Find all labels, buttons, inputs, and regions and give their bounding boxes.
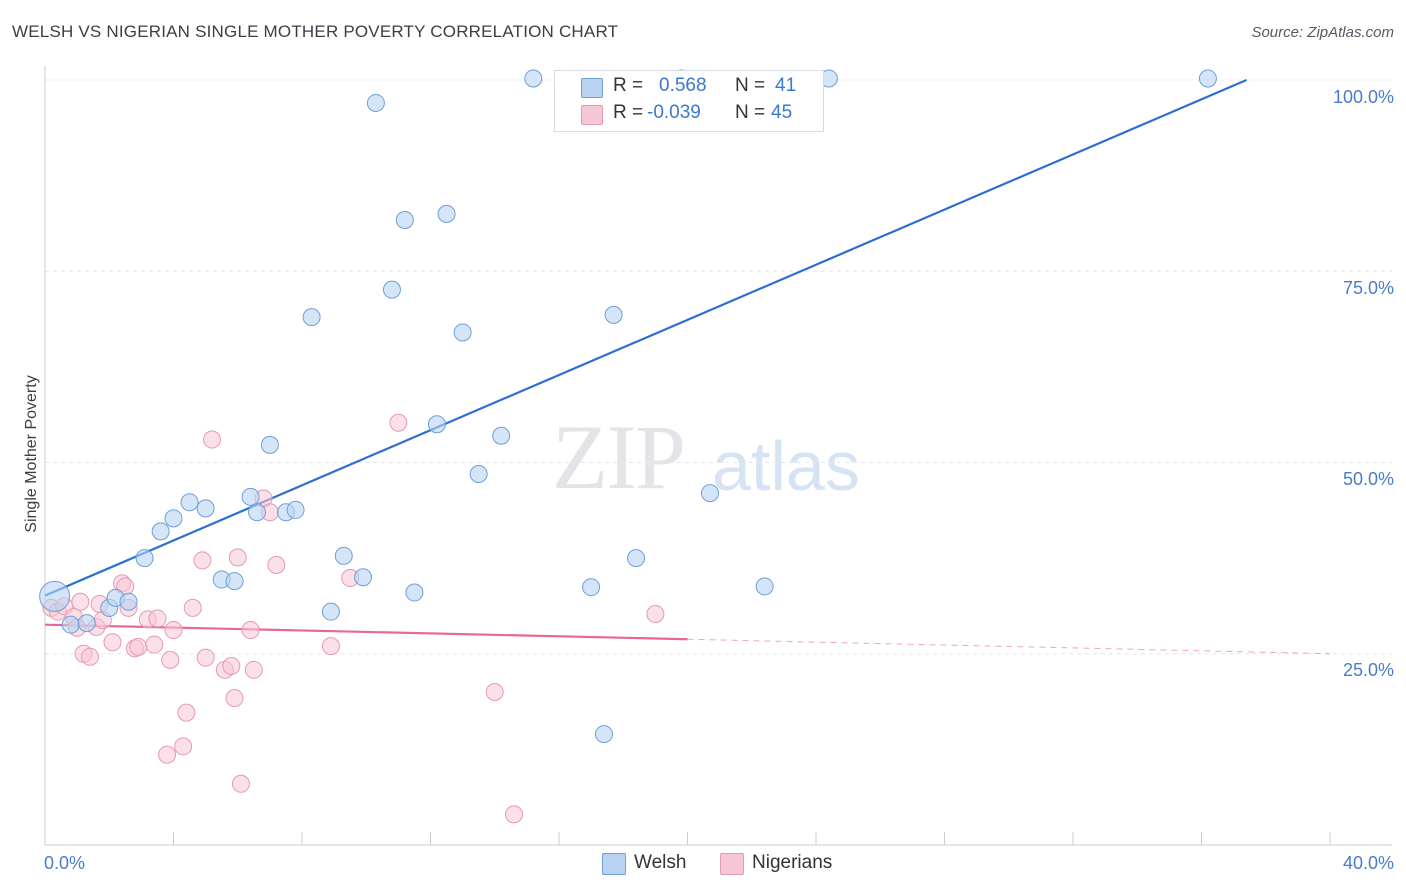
nigerians-point [177,703,196,722]
nigerians-point [225,689,244,708]
nigerians-point [103,633,122,652]
nigerians-point [228,548,247,567]
welsh-point [248,503,267,522]
welsh-point [151,522,170,541]
welsh-r-label: R = [613,75,644,96]
watermark-atlas: atlas [712,427,860,505]
nigerians-point [485,683,504,701]
welsh-point [61,615,80,634]
nigerians-point [203,430,222,449]
welsh-point [164,509,183,528]
watermark-zip: ZIP [552,406,686,508]
welsh-point [594,725,613,744]
x-tick-label-max: 40.0% [1342,853,1394,873]
nigerians-point [161,650,180,669]
nigerians-trend-extension [687,638,1331,655]
welsh-point [302,308,321,327]
data-points [39,69,1217,824]
nigerians-point [193,551,212,570]
welsh-point [755,577,774,596]
welsh-point [366,93,385,112]
nigerians-point [80,647,99,666]
welsh-point [700,484,719,503]
nigerians-point [174,737,193,756]
nigerians-point [183,598,202,617]
welsh-point [627,549,646,568]
welsh-point [395,210,414,229]
welsh-point [469,464,488,483]
nigerians-point [222,656,241,675]
welsh-trend-line [44,78,1247,597]
welsh-point [354,568,373,587]
nigerians-n-value: 45 [771,102,793,123]
nigerians-r-value: -0.039 [647,102,701,123]
welsh-point [524,69,543,88]
welsh-point [427,415,446,434]
welsh-point [321,602,340,621]
welsh-legend-label: Welsh [634,852,687,873]
legend-row-nigerians: R = -0.039 N = 45 [555,102,823,128]
welsh-legend-swatch [602,853,626,875]
welsh-point [582,578,601,597]
welsh-point [39,580,71,612]
axes [44,66,1392,846]
nigerians-point [321,637,340,656]
nigerians-point [196,648,215,667]
welsh-point [135,549,154,568]
welsh-swatch [581,78,603,98]
source-label: Source: ZipAtlas.com [1251,24,1394,41]
nigerians-point [646,604,665,623]
nigerians-point [389,413,408,432]
nigerians-legend-label: Nigerians [752,852,833,873]
nigerians-point [148,609,167,628]
welsh-point [225,572,244,591]
nigerians-point [129,637,148,656]
nigerians-point [164,621,183,640]
welsh-point [492,426,511,445]
welsh-point [260,435,279,454]
y-tick-label: 25.0% [1342,660,1394,680]
welsh-point [286,500,305,519]
welsh-n-value: 41 [775,75,797,96]
welsh-n-label: N = [735,75,766,96]
x-tick-label-min: 0.0% [44,853,86,873]
welsh-point [437,204,456,223]
nigerians-swatch [581,105,603,125]
y-axis-label: Single Mother Poverty [23,375,40,533]
nigerians-point [241,621,260,640]
y-tick-label: 100.0% [1332,87,1394,107]
welsh-point [604,305,623,324]
nigerians-point [505,805,524,824]
y-tick-label: 50.0% [1342,469,1394,489]
nigerians-point [71,592,90,611]
nigerians-trend-line [44,623,688,641]
welsh-point [196,499,215,518]
y-tick-label: 75.0% [1342,278,1394,298]
gridlines [45,79,1392,655]
welsh-point [453,323,472,342]
legend-row-welsh: R = 0.568 N = 41 [555,75,823,101]
welsh-point [241,487,260,506]
nigerians-legend-swatch [720,853,744,875]
welsh-point [180,493,199,512]
correlation-legend: R = 0.568 N = 41 R = -0.039 N = 45 [554,70,824,132]
welsh-point [382,280,401,299]
nigerians-r-label: R = [613,102,644,123]
welsh-point [405,583,424,602]
welsh-point [77,614,96,633]
welsh-point [119,592,138,611]
nigerians-point [231,774,250,793]
welsh-point [1198,69,1217,88]
nigerians-point [158,745,177,764]
nigerians-point [244,660,263,679]
welsh-point [334,546,353,565]
chart-title: WELSH VS NIGERIAN SINGLE MOTHER POVERTY … [12,22,619,41]
trend-lines [44,78,1331,655]
nigerians-point [267,556,286,575]
welsh-r-value: 0.568 [659,75,707,96]
nigerians-n-label: N = [735,102,766,123]
nigerians-point [145,635,164,654]
